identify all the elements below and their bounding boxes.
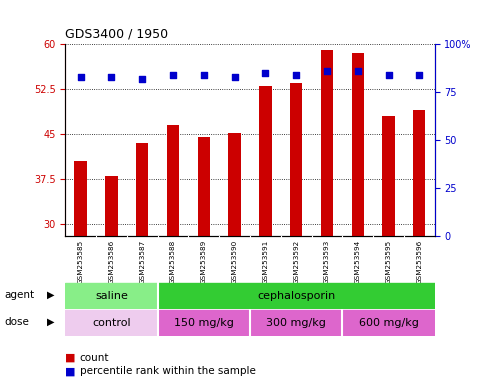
- Point: [138, 76, 146, 82]
- FancyBboxPatch shape: [65, 310, 157, 336]
- Point: [323, 68, 331, 74]
- Point: [200, 72, 208, 78]
- Text: saline: saline: [95, 291, 128, 301]
- Point: [354, 68, 362, 74]
- Text: 300 mg/kg: 300 mg/kg: [266, 318, 326, 328]
- Text: GSM253595: GSM253595: [385, 240, 392, 284]
- Text: GDS3400 / 1950: GDS3400 / 1950: [65, 27, 169, 40]
- Text: percentile rank within the sample: percentile rank within the sample: [80, 366, 256, 376]
- Point: [261, 70, 269, 76]
- Bar: [105, 176, 117, 236]
- Point: [169, 72, 177, 78]
- FancyBboxPatch shape: [250, 310, 342, 336]
- Text: GSM253592: GSM253592: [293, 240, 299, 284]
- Text: ▶: ▶: [47, 317, 55, 327]
- FancyBboxPatch shape: [342, 310, 435, 336]
- Point: [108, 74, 115, 80]
- Text: GSM253589: GSM253589: [201, 240, 207, 284]
- Text: GSM253585: GSM253585: [78, 240, 84, 284]
- Bar: [352, 53, 364, 236]
- Text: GSM253593: GSM253593: [324, 240, 330, 284]
- Text: agent: agent: [5, 290, 35, 300]
- Bar: [383, 116, 395, 236]
- Text: GSM253594: GSM253594: [355, 240, 361, 284]
- Text: dose: dose: [5, 317, 30, 327]
- Text: 600 mg/kg: 600 mg/kg: [358, 318, 418, 328]
- Point: [415, 72, 423, 78]
- Text: 150 mg/kg: 150 mg/kg: [174, 318, 234, 328]
- Text: ▶: ▶: [47, 290, 55, 300]
- Text: GSM253587: GSM253587: [139, 240, 145, 284]
- FancyBboxPatch shape: [157, 283, 435, 309]
- Bar: [321, 50, 333, 236]
- Text: GSM253590: GSM253590: [231, 240, 238, 284]
- Text: ■: ■: [65, 353, 76, 363]
- FancyBboxPatch shape: [157, 310, 250, 336]
- Bar: [290, 83, 302, 236]
- Bar: [167, 125, 179, 236]
- Point: [77, 74, 85, 80]
- Text: ■: ■: [65, 366, 76, 376]
- Bar: [228, 133, 241, 236]
- Text: GSM253586: GSM253586: [108, 240, 114, 284]
- Text: GSM253588: GSM253588: [170, 240, 176, 284]
- Point: [292, 72, 300, 78]
- Bar: [198, 137, 210, 236]
- Bar: [259, 86, 271, 236]
- Text: count: count: [80, 353, 109, 363]
- Text: control: control: [92, 318, 131, 328]
- Text: GSM253596: GSM253596: [416, 240, 422, 284]
- Bar: [136, 143, 148, 236]
- Point: [231, 74, 239, 80]
- Text: cephalosporin: cephalosporin: [257, 291, 335, 301]
- Bar: [413, 110, 426, 236]
- Bar: [74, 161, 87, 236]
- FancyBboxPatch shape: [65, 283, 157, 309]
- Point: [384, 72, 392, 78]
- Text: GSM253591: GSM253591: [262, 240, 269, 284]
